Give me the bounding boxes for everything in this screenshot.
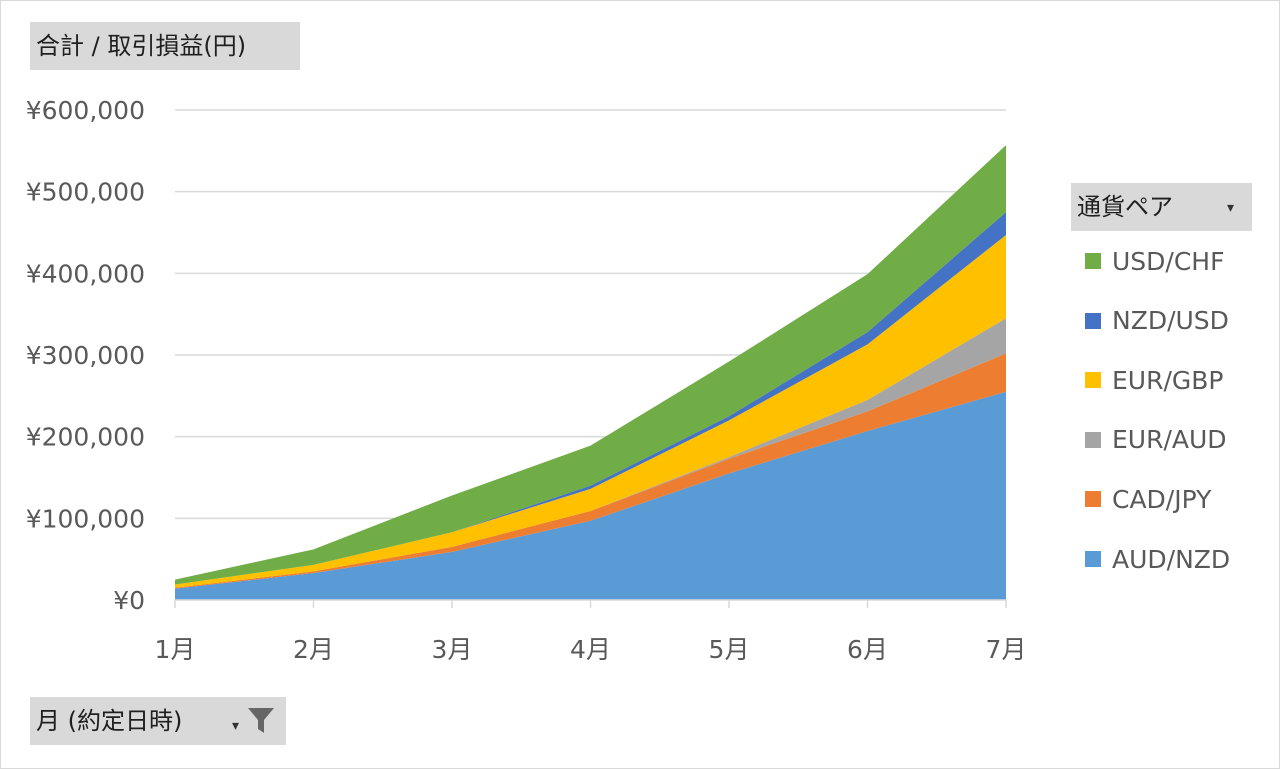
y-tick-label: ¥500,000 — [26, 178, 145, 207]
chevron-down-icon[interactable]: ▾ — [232, 718, 240, 734]
legend-swatch — [1085, 372, 1101, 389]
y-tick-label: ¥300,000 — [26, 341, 145, 370]
legend-item[interactable]: AUD/NZD — [1085, 544, 1230, 574]
filter-icon[interactable] — [246, 705, 276, 735]
legend-swatch — [1085, 551, 1101, 567]
value-field-button[interactable]: 合計 / 取引損益(円) — [30, 22, 300, 70]
legend-item[interactable]: NZD/USD — [1085, 306, 1229, 336]
x-tick-label: 5月 — [709, 635, 750, 664]
legend-label: NZD/USD — [1112, 306, 1229, 336]
legend-swatch — [1085, 312, 1101, 329]
legend-swatch — [1085, 253, 1101, 269]
chevron-down-icon[interactable]: ▾ — [1227, 200, 1235, 216]
x-tick-label: 3月 — [432, 635, 473, 664]
axes: ¥0 ¥100,000 ¥200,000 ¥300,000 ¥400,000 ¥500,0… — [26, 96, 1027, 664]
legend-item[interactable]: USD/CHF — [1085, 246, 1224, 276]
legend-item[interactable]: EUR/AUD — [1085, 425, 1227, 455]
value-field-label: 合計 / 取引損益(円) — [36, 32, 247, 60]
axis-field-label: 月 (約定日時) — [36, 707, 183, 735]
legend-label: EUR/GBP — [1112, 365, 1224, 395]
x-tick-label: 2月 — [293, 635, 334, 664]
legend-label: USD/CHF — [1112, 246, 1225, 276]
axis-field-button[interactable]: 月 (約定日時) ▾ — [30, 697, 286, 745]
x-tick-label: 6月 — [847, 635, 888, 664]
x-tick-label: 4月 — [570, 635, 611, 664]
legend-swatch — [1085, 431, 1101, 448]
legend-label: CAD/JPY — [1112, 484, 1212, 514]
legend-item[interactable]: CAD/JPY — [1085, 484, 1211, 514]
y-tick-label: ¥0 — [113, 586, 145, 615]
y-tick-label: ¥200,000 — [26, 423, 145, 452]
legend-label: AUD/NZD — [1112, 544, 1231, 574]
area-series-eur-gbp — [175, 234, 1006, 588]
legend-swatch — [1085, 491, 1101, 508]
legend-item[interactable]: EUR/GBP — [1085, 365, 1224, 395]
legend-field-button[interactable]: 通貨ペア ▾ — [1071, 183, 1252, 231]
plot-area — [175, 145, 1006, 600]
y-tick-label: ¥100,000 — [26, 504, 145, 533]
y-tick-label: ¥400,000 — [26, 259, 145, 288]
x-tick-label: 1月 — [155, 635, 196, 664]
legend-field-label: 通貨ペア — [1077, 193, 1173, 221]
y-tick-label: ¥600,000 — [26, 96, 145, 125]
x-tick-label: 7月 — [986, 635, 1027, 664]
legend-label: EUR/AUD — [1112, 425, 1227, 455]
area-series-aud-nzd — [175, 391, 1006, 600]
